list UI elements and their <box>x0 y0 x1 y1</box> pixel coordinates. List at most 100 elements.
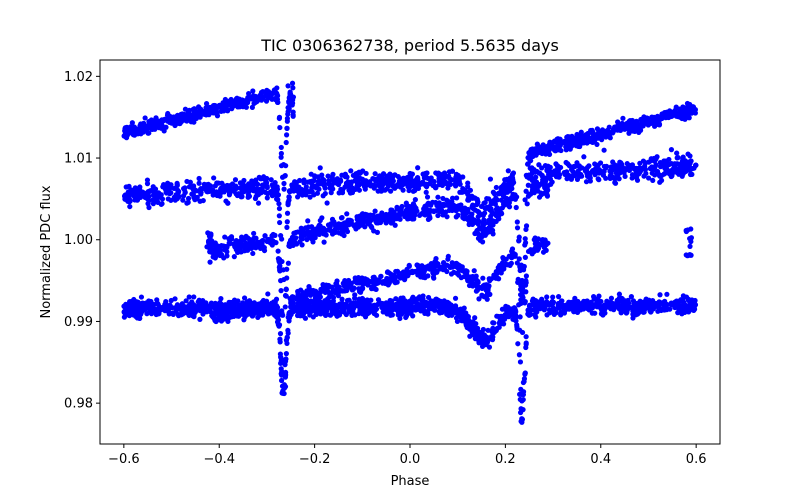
data-point <box>268 177 274 183</box>
data-point <box>617 170 623 176</box>
data-point <box>141 124 147 130</box>
data-point <box>284 224 290 230</box>
data-point <box>646 119 652 125</box>
data-point <box>359 285 366 291</box>
data-point <box>180 305 186 311</box>
data-point <box>592 310 598 316</box>
data-point <box>244 299 250 305</box>
data-point <box>122 131 128 137</box>
data-point <box>431 264 437 270</box>
data-point <box>346 297 352 303</box>
data-point <box>650 177 656 184</box>
data-point <box>538 242 545 248</box>
data-point <box>290 112 296 118</box>
data-point <box>607 135 613 141</box>
data-point <box>535 299 542 305</box>
data-point <box>301 308 307 314</box>
data-point <box>433 170 439 176</box>
data-point <box>514 322 520 328</box>
data-point <box>692 297 698 304</box>
data-point <box>243 247 249 253</box>
data-point <box>484 296 490 302</box>
data-point <box>591 167 598 174</box>
data-point <box>448 271 455 277</box>
data-point <box>480 293 486 299</box>
data-point <box>671 302 677 309</box>
data-point <box>479 285 485 292</box>
data-point <box>298 287 304 293</box>
data-point <box>392 172 398 178</box>
data-point <box>435 203 441 209</box>
data-point <box>235 298 241 304</box>
data-point <box>193 115 199 121</box>
data-point <box>291 230 297 236</box>
data-point <box>201 181 207 187</box>
data-point <box>375 297 382 303</box>
data-point <box>235 244 241 250</box>
data-point <box>310 314 316 320</box>
data-point <box>276 259 282 265</box>
data-point <box>431 275 437 281</box>
data-point <box>637 298 643 304</box>
data-point <box>276 213 282 219</box>
data-point <box>482 205 488 211</box>
data-point <box>692 107 699 113</box>
data-point <box>183 298 189 304</box>
data-point <box>270 307 276 313</box>
data-point <box>346 277 352 284</box>
y-tick-label: 1.02 <box>64 70 93 85</box>
data-point <box>303 225 309 231</box>
data-point <box>371 302 378 308</box>
data-point <box>410 188 416 194</box>
data-point <box>435 212 441 219</box>
data-point <box>462 313 468 319</box>
data-point <box>186 294 192 300</box>
data-point <box>508 254 514 260</box>
data-point <box>446 304 452 310</box>
data-point <box>304 301 310 307</box>
x-tick-label: 0.6 <box>686 452 707 467</box>
data-point <box>182 185 188 191</box>
data-point <box>393 296 399 302</box>
chart-title: TIC 0306362738, period 5.5635 days <box>260 36 559 55</box>
data-point <box>641 299 647 305</box>
data-point <box>415 301 421 307</box>
data-point <box>688 171 694 177</box>
data-point <box>197 306 203 313</box>
data-point <box>156 190 162 196</box>
data-point <box>212 183 218 189</box>
data-point <box>361 178 367 184</box>
data-point <box>589 130 595 136</box>
data-point <box>283 293 289 299</box>
data-point <box>566 134 573 140</box>
data-point <box>495 313 502 320</box>
data-point <box>326 222 332 229</box>
data-point <box>329 216 336 222</box>
data-point <box>323 232 329 238</box>
data-point <box>408 269 415 275</box>
data-point <box>556 305 562 311</box>
data-point <box>300 297 307 304</box>
data-point <box>253 93 259 100</box>
data-point <box>517 391 523 397</box>
data-point <box>623 167 629 173</box>
data-point <box>515 279 521 285</box>
data-point <box>146 118 152 125</box>
data-point <box>592 172 598 178</box>
data-point <box>263 180 269 186</box>
data-point <box>227 184 233 190</box>
data-point <box>419 263 425 269</box>
data-point <box>394 268 401 274</box>
data-point <box>489 337 496 343</box>
data-point <box>457 202 463 209</box>
data-point <box>533 244 539 251</box>
data-point <box>522 254 528 260</box>
data-point <box>288 92 294 98</box>
data-point <box>463 268 469 274</box>
data-point <box>295 194 301 200</box>
data-point <box>397 315 403 322</box>
data-point <box>444 181 450 187</box>
data-point <box>685 159 692 165</box>
data-point <box>225 316 231 322</box>
data-point <box>534 240 540 246</box>
